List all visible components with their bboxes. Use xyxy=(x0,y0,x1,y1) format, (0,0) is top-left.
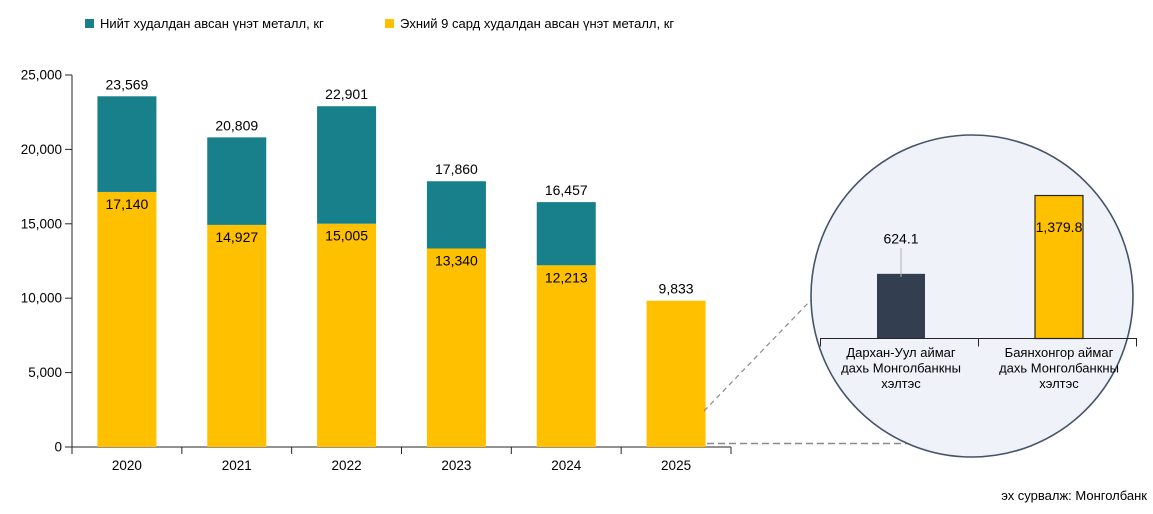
bar-first9-2023 xyxy=(426,248,486,447)
value-label-total: 23,569 xyxy=(106,76,149,92)
bar-first9-2024 xyxy=(536,265,596,447)
source-note: эх сурвалж: Монголбанк xyxy=(1001,488,1147,503)
y-axis-tick-label: 25,000 xyxy=(21,68,62,83)
value-label-total: 20,809 xyxy=(215,117,258,133)
legend-label-total: Нийт худалдан авсан үнэт металл, кг xyxy=(100,16,324,31)
legend-swatch-total xyxy=(85,19,94,28)
inset-bar-0 xyxy=(877,273,925,339)
bar-first9-2022 xyxy=(317,223,377,447)
value-label-first9: 12,213 xyxy=(545,269,588,285)
value-label-total: 16,457 xyxy=(545,182,588,198)
value-label-first9: 15,005 xyxy=(325,228,368,244)
value-label-total: 22,901 xyxy=(325,86,368,102)
bar-first9-2020 xyxy=(97,191,157,447)
legend-item-total: Нийт худалдан авсан үнэт металл, кг xyxy=(85,16,324,31)
x-axis-category-label: 2024 xyxy=(551,458,582,473)
y-axis-tick-label: 0 xyxy=(54,440,62,455)
bar-first9-2025 xyxy=(646,300,706,447)
inset-value-label-darkhan: 624.1 xyxy=(883,231,918,247)
bar-first9-2021 xyxy=(207,224,267,447)
legend-item-first9: Эхний 9 сард худалдан авсан үнэт металл,… xyxy=(385,16,674,31)
value-label-first9: 14,927 xyxy=(215,229,258,245)
inset-circle xyxy=(810,134,1134,458)
y-axis-tick-label: 20,000 xyxy=(21,142,62,157)
x-axis-category-label: 2021 xyxy=(222,458,252,473)
legend-swatch-first9 xyxy=(385,19,394,28)
x-axis-category-label: 2022 xyxy=(332,458,362,473)
legend-label-first9: Эхний 9 сард худалдан авсан үнэт металл,… xyxy=(400,16,675,31)
inset-category-label-1: Баянхонгор аймаг дахь Монголбанкны хэлтэс xyxy=(999,345,1119,391)
x-axis-category-label: 2023 xyxy=(441,458,471,473)
y-axis-tick-label: 15,000 xyxy=(21,216,62,231)
value-label-first9: 13,340 xyxy=(435,253,478,269)
inset-category-label-0: Дархан-Уул аймаг дахь Монголбанкны хэлтэс xyxy=(841,345,961,391)
bar-total-2022 xyxy=(317,106,377,224)
bar-total-2020 xyxy=(97,96,157,192)
bar-total-2024 xyxy=(536,202,596,266)
y-axis-tick-label: 5,000 xyxy=(28,365,62,380)
y-axis-tick-label: 10,000 xyxy=(21,291,62,306)
value-label-total: 17,860 xyxy=(435,161,478,177)
value-label-total: 9,833 xyxy=(659,281,694,297)
inset-value-label-bayankhongor: 1,379.8 xyxy=(1036,219,1083,235)
inset-bar-1 xyxy=(1034,194,1084,340)
value-label-first9: 17,140 xyxy=(106,196,149,212)
x-axis-category-label: 2025 xyxy=(661,458,691,473)
callout-line-diagonal xyxy=(703,298,813,412)
bar-total-2021 xyxy=(207,137,267,225)
bar-total-2023 xyxy=(426,181,486,249)
x-axis-category-label: 2020 xyxy=(112,458,142,473)
